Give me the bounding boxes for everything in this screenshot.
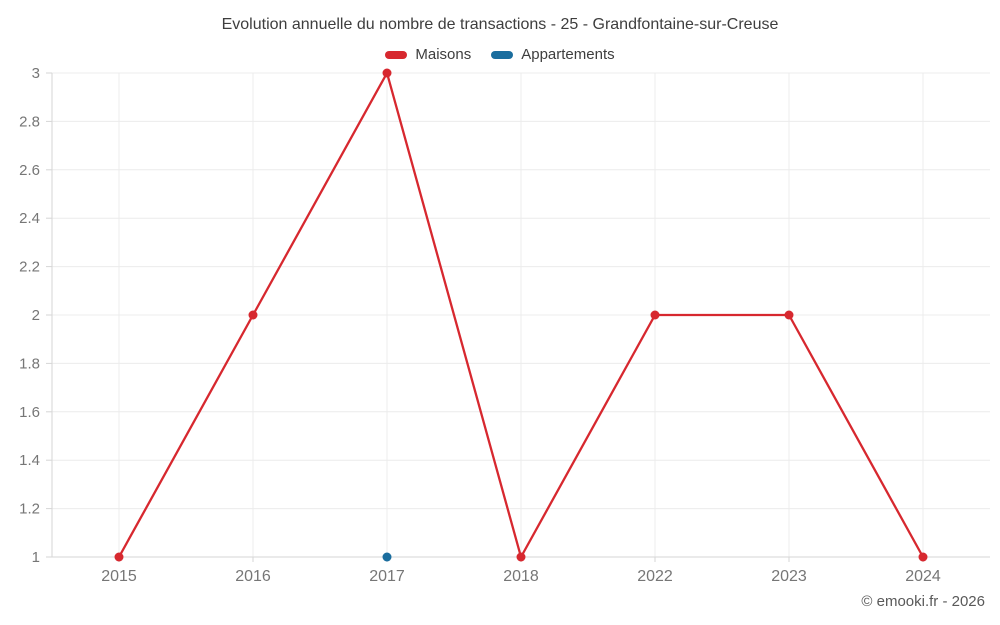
x-axis-label: 2024 bbox=[905, 568, 941, 585]
legend-swatch-appartements-icon bbox=[491, 50, 514, 59]
x-axis-label: 2015 bbox=[101, 568, 137, 585]
y-axis-label: 1 bbox=[32, 549, 40, 566]
x-axis-label: 2018 bbox=[503, 568, 539, 585]
y-axis-label: 2.4 bbox=[19, 210, 40, 227]
copyright-text: © emooki.fr - 2026 bbox=[861, 593, 985, 610]
y-axis-label: 3 bbox=[32, 65, 40, 82]
data-point-maisons[interactable] bbox=[784, 310, 794, 320]
x-axis-label: 2023 bbox=[771, 568, 807, 585]
y-axis-label: 1.4 bbox=[19, 452, 40, 469]
y-axis-label: 1.2 bbox=[19, 501, 40, 518]
y-axis-label: 2.2 bbox=[19, 259, 40, 276]
x-axis-label: 2016 bbox=[235, 568, 271, 585]
data-point-maisons[interactable] bbox=[382, 68, 392, 78]
chart-legend: Maisons Appartements bbox=[0, 46, 1000, 63]
legend-item-appartements[interactable]: Appartements bbox=[491, 46, 615, 63]
chart-title: Evolution annuelle du nombre de transact… bbox=[221, 16, 779, 33]
data-point-maisons[interactable] bbox=[516, 552, 526, 562]
y-axis-label: 2.6 bbox=[19, 162, 40, 179]
data-point-appartements[interactable] bbox=[382, 552, 392, 562]
data-point-maisons[interactable] bbox=[248, 310, 258, 320]
y-axis-label: 1.8 bbox=[19, 355, 40, 372]
y-axis-label: 2 bbox=[32, 307, 40, 324]
x-axis-label: 2017 bbox=[369, 568, 405, 585]
data-point-maisons[interactable] bbox=[114, 552, 124, 562]
data-point-maisons[interactable] bbox=[918, 552, 928, 562]
x-axis-label: 2022 bbox=[637, 568, 673, 585]
legend-label-maisons: Maisons bbox=[415, 46, 472, 63]
legend-swatch-maisons-icon bbox=[385, 50, 408, 59]
y-axis-label: 2.8 bbox=[19, 113, 40, 130]
y-axis-label: 1.6 bbox=[19, 404, 40, 421]
legend-item-maisons[interactable]: Maisons bbox=[385, 46, 471, 63]
legend-label-appartements: Appartements bbox=[521, 46, 615, 63]
data-point-maisons[interactable] bbox=[650, 310, 660, 320]
